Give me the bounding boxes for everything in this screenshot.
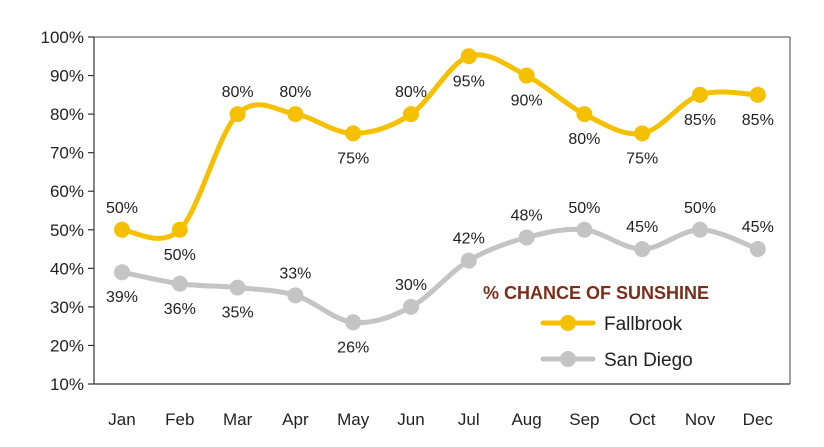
point-san-diego-jun xyxy=(403,298,419,315)
x-tick-label-dec: Dec xyxy=(743,410,774,429)
x-tick-label-mar: Mar xyxy=(223,410,253,429)
data-label-san-diego-mar: 35% xyxy=(222,305,254,322)
data-label-fallbrook-jul: 95% xyxy=(453,73,485,90)
legend-label-san-diego: San Diego xyxy=(604,350,693,371)
point-fallbrook-feb xyxy=(171,221,188,238)
point-san-diego-dec xyxy=(749,241,766,258)
data-label-fallbrook-sep: 80% xyxy=(568,131,600,148)
x-tick-label-may: May xyxy=(337,410,370,429)
y-tick-label: 60% xyxy=(50,182,84,201)
data-label-san-diego-jul: 42% xyxy=(453,231,485,248)
point-fallbrook-jul xyxy=(460,48,477,65)
data-label-fallbrook-may: 75% xyxy=(337,150,369,167)
y-tick-label: 50% xyxy=(50,221,84,240)
data-label-san-diego-apr: 33% xyxy=(279,265,311,282)
legend-marker-fallbrook xyxy=(560,315,576,331)
series-layer xyxy=(114,48,766,331)
point-san-diego-mar xyxy=(229,279,246,296)
point-fallbrook-mar xyxy=(229,106,246,123)
point-fallbrook-sep xyxy=(576,106,593,123)
data-label-fallbrook-oct: 75% xyxy=(626,150,658,167)
axes: 10% 20% 30% 40% 50% 60% 70% 80% 90% 100% Jan Feb Mar… xyxy=(41,28,791,429)
data-label-fallbrook-jun: 80% xyxy=(395,84,427,101)
data-label-san-diego-may: 26% xyxy=(337,339,369,356)
data-label-san-diego-nov: 50% xyxy=(684,200,716,217)
point-san-diego-nov xyxy=(692,221,708,238)
legend-label-fallbrook: Fallbrook xyxy=(604,314,683,335)
point-fallbrook-jun xyxy=(403,106,419,123)
y-tick-label: 80% xyxy=(50,105,84,124)
point-fallbrook-apr xyxy=(287,106,304,123)
x-tick-label-jan: Jan xyxy=(108,410,135,429)
point-fallbrook-aug xyxy=(518,67,535,84)
point-san-diego-aug xyxy=(518,229,535,246)
x-tick-label-apr: Apr xyxy=(282,410,309,429)
data-labels: 50% 50% 80% 80% 75% 80% 95% 90% 80% 75% 85% 85% 39% 3… xyxy=(106,73,774,356)
point-san-diego-may xyxy=(345,314,362,331)
data-label-san-diego-aug: 48% xyxy=(511,207,543,224)
chart-title: % CHANCE OF SUNSHINE xyxy=(483,283,709,303)
x-tick-label-oct: Oct xyxy=(629,410,656,429)
y-tick-label: 10% xyxy=(50,375,84,394)
point-fallbrook-jan xyxy=(114,221,130,238)
x-tick-label-aug: Aug xyxy=(511,410,541,429)
series-line-san-diego xyxy=(119,226,761,326)
point-fallbrook-nov xyxy=(692,86,708,103)
data-label-fallbrook-mar: 80% xyxy=(222,84,254,101)
x-tick-label-sep: Sep xyxy=(569,410,599,429)
point-san-diego-apr xyxy=(287,287,304,304)
x-tick-label-nov: Nov xyxy=(685,410,716,429)
data-label-san-diego-sep: 50% xyxy=(568,200,600,217)
y-tick-label: 20% xyxy=(50,336,84,355)
data-label-fallbrook-jan: 50% xyxy=(106,200,138,217)
data-label-fallbrook-apr: 80% xyxy=(279,84,311,101)
data-label-fallbrook-aug: 90% xyxy=(511,93,543,110)
point-fallbrook-may xyxy=(345,125,362,142)
series-line-fallbrook xyxy=(119,52,761,241)
point-san-diego-feb xyxy=(171,275,188,292)
point-san-diego-oct xyxy=(634,241,651,258)
point-san-diego-sep xyxy=(576,221,593,238)
y-tick-label: 40% xyxy=(50,259,84,278)
y-tick-label: 100% xyxy=(41,28,84,47)
point-fallbrook-dec xyxy=(749,86,766,103)
x-tick-label-jul: Jul xyxy=(458,410,480,429)
point-san-diego-jul xyxy=(460,252,477,269)
y-tick-label: 70% xyxy=(50,144,84,163)
data-label-fallbrook-feb: 50% xyxy=(164,247,196,264)
data-label-san-diego-feb: 36% xyxy=(164,301,196,318)
data-label-fallbrook-nov: 85% xyxy=(684,112,716,129)
legend-marker-san-diego xyxy=(560,351,576,367)
x-tick-label-feb: Feb xyxy=(165,410,194,429)
data-label-san-diego-jan: 39% xyxy=(106,289,138,306)
point-fallbrook-oct xyxy=(634,125,651,142)
y-tick-label: 30% xyxy=(50,298,84,317)
data-label-fallbrook-dec: 85% xyxy=(742,112,774,129)
point-san-diego-jan xyxy=(114,264,130,281)
y-tick-label: 90% xyxy=(50,67,84,86)
x-tick-label-jun: Jun xyxy=(397,410,424,429)
legend: % CHANCE OF SUNSHINE Fallbrook San Diego xyxy=(483,283,709,371)
data-label-san-diego-jun: 30% xyxy=(395,277,427,294)
data-label-san-diego-oct: 45% xyxy=(626,219,658,236)
data-label-san-diego-dec: 45% xyxy=(742,219,774,236)
